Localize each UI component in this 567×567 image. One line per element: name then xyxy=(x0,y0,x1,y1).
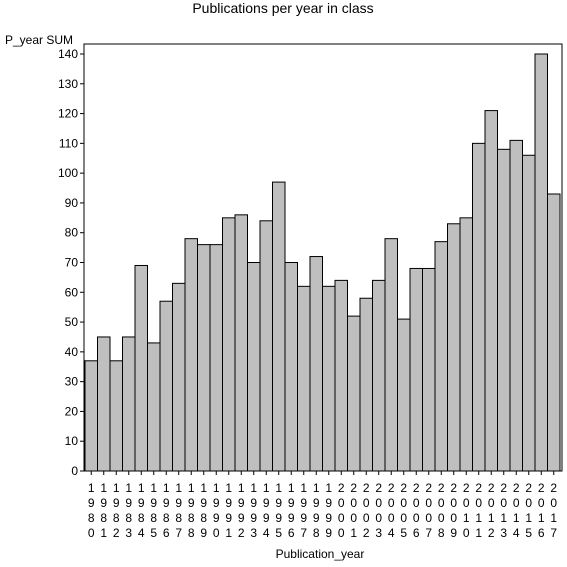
bar-1993 xyxy=(247,262,261,472)
x-axis-label: Publication_year xyxy=(276,547,365,561)
bar-1990 xyxy=(209,244,223,472)
bar-2015 xyxy=(522,154,536,472)
bar-2016 xyxy=(534,53,548,472)
bar-2010 xyxy=(459,217,473,472)
y-axis-ticks: 0 10 20 30 40 50 60 70 80 90 100 110 120 130 140 xyxy=(58,47,84,478)
bar-1986 xyxy=(159,300,173,472)
y-tick-label: 130 xyxy=(58,77,78,91)
bar-1997 xyxy=(297,285,311,472)
bar-1989 xyxy=(197,244,211,472)
y-tick-label: 50 xyxy=(65,315,79,329)
bar-2009 xyxy=(447,223,461,472)
bar-1995 xyxy=(272,181,286,472)
bar-2001 xyxy=(347,315,361,472)
y-tick-label: 140 xyxy=(58,47,78,61)
y-tick-label: 110 xyxy=(59,136,78,150)
chart-title: Publications per year in class xyxy=(192,0,373,16)
bar-1992 xyxy=(234,214,248,472)
y-tick-label: 10 xyxy=(65,434,79,448)
y-tick-label: 70 xyxy=(65,256,79,270)
y-tick-label: 100 xyxy=(58,166,78,180)
bar-2008 xyxy=(434,241,448,472)
bar-2003 xyxy=(372,279,386,472)
bar-1982 xyxy=(109,360,123,472)
plot-frame xyxy=(83,43,563,472)
bar-1987 xyxy=(172,282,186,472)
bar-2011 xyxy=(472,142,486,472)
bar-2013 xyxy=(497,148,511,472)
bar-1988 xyxy=(184,238,198,472)
y-tick-label: 120 xyxy=(58,107,78,121)
bar-2012 xyxy=(484,110,498,472)
bar-2005 xyxy=(397,318,411,472)
bar-1998 xyxy=(309,256,323,472)
y-tick-label: 80 xyxy=(65,226,79,240)
y-tick-label: 60 xyxy=(65,285,79,299)
bar-1996 xyxy=(284,262,298,472)
x-axis-ticks: 1 9 8 0 1 9 8 1 1 9 8 2 1 9 8 3 1 9 8 4 1 9 8 5 1 9 8 6 1 9 8 7 1 9 8 8 1 9 8 9… xyxy=(88,471,557,540)
y-tick-label: 90 xyxy=(65,196,79,210)
bar-1985 xyxy=(147,342,161,472)
bar-2002 xyxy=(359,297,373,472)
y-tick-label: 40 xyxy=(65,345,79,359)
bars-group xyxy=(84,53,561,472)
bar-1994 xyxy=(259,220,273,472)
y-axis-label: P_year SUM xyxy=(5,33,73,47)
bar-1980 xyxy=(84,360,98,472)
bar-2004 xyxy=(384,238,398,472)
bar-1981 xyxy=(97,336,111,472)
bar-1999 xyxy=(322,285,336,472)
bar-2007 xyxy=(422,267,436,472)
bar-1983 xyxy=(122,336,136,472)
y-tick-label: 30 xyxy=(65,375,79,389)
bar-2014 xyxy=(509,139,523,472)
bar-2006 xyxy=(409,267,423,472)
bar-2017 xyxy=(547,193,561,472)
bar-1991 xyxy=(222,217,236,472)
y-tick-label: 0 xyxy=(71,464,78,478)
y-tick-label: 20 xyxy=(65,404,79,418)
bar-1984 xyxy=(134,264,148,472)
bar-2000 xyxy=(334,279,348,472)
